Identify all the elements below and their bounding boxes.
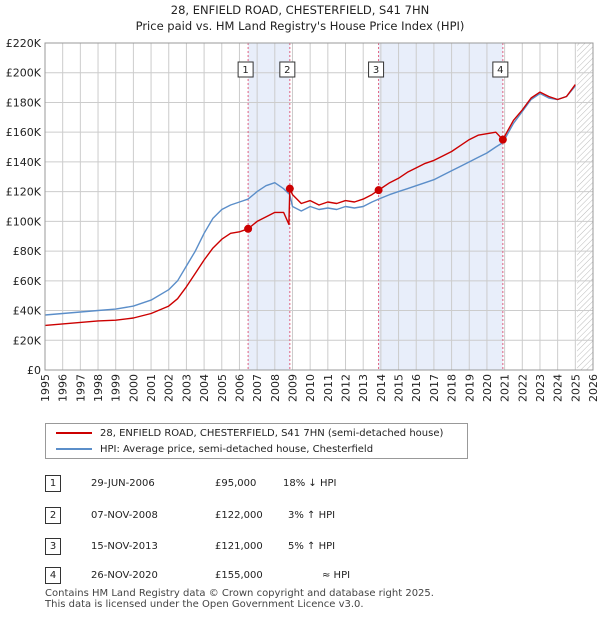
sale-hpi-relation: ≈ HPI bbox=[322, 570, 351, 581]
x-tick-label: 2005 bbox=[216, 374, 229, 402]
sale-number-badge: 2 bbox=[45, 507, 61, 524]
sale-number-badge: 3 bbox=[45, 538, 61, 555]
x-tick-label: 2000 bbox=[127, 374, 140, 402]
x-tick-label: 1996 bbox=[57, 374, 70, 402]
sale-number-badge: 4 bbox=[45, 567, 61, 584]
y-tick-label: £100K bbox=[6, 215, 42, 228]
sale-row: 2 07-NOV-2008 £122,000 3% ↑ HPI bbox=[45, 507, 385, 524]
x-tick-label: 2014 bbox=[375, 374, 388, 402]
sale-price: £155,000 bbox=[215, 570, 263, 581]
x-tick-label: 2015 bbox=[393, 374, 406, 402]
x-tick-label: 2007 bbox=[251, 374, 264, 402]
sale-number-box bbox=[492, 61, 509, 78]
y-tick-label: £80K bbox=[13, 245, 42, 258]
x-tick-label: 2004 bbox=[198, 374, 211, 402]
sale-point bbox=[285, 184, 294, 193]
x-tick-label: 2021 bbox=[499, 374, 512, 402]
x-tick-label: 2001 bbox=[145, 374, 158, 402]
y-tick-label: £180K bbox=[6, 96, 42, 109]
hpi-line bbox=[44, 85, 576, 316]
footer: Contains HM Land Registry data © Crown c… bbox=[45, 588, 434, 610]
sale-number-box bbox=[279, 61, 296, 78]
sale-row: 1 29-JUN-2006 £95,000 18% ↓ HPI bbox=[45, 475, 385, 492]
chart-subtitle: Price paid vs. HM Land Registry's House … bbox=[136, 19, 465, 33]
x-tick-label: 2022 bbox=[516, 374, 529, 402]
sale-number-label: 2 bbox=[284, 65, 290, 76]
x-tick-label: 2023 bbox=[534, 374, 547, 402]
x-tick-label: 2026 bbox=[587, 374, 600, 402]
sale-hpi-relation: 5% ↑ HPI bbox=[288, 541, 336, 552]
y-tick-label: £60K bbox=[13, 275, 42, 288]
x-tick-label: 1997 bbox=[74, 374, 87, 402]
sale-date: 15-NOV-2013 bbox=[91, 541, 158, 552]
x-tick-label: 2011 bbox=[322, 374, 335, 402]
sale-number-box bbox=[368, 61, 385, 78]
y-tick-label: £20K bbox=[13, 334, 42, 347]
x-tick-label: 2012 bbox=[340, 374, 353, 402]
y-tick-label: £40K bbox=[13, 305, 42, 318]
sale-price: £95,000 bbox=[215, 478, 257, 489]
y-tick-label: £0 bbox=[27, 364, 41, 377]
x-tick-label: 2002 bbox=[163, 374, 176, 402]
footer-licence: This data is licensed under the Open Gov… bbox=[45, 599, 364, 610]
x-tick-label: 1995 bbox=[39, 374, 52, 402]
plot-frame bbox=[44, 42, 594, 371]
sale-row: 4 26-NOV-2020 £155,000 ≈ HPI bbox=[45, 567, 385, 584]
x-tick-label: 2009 bbox=[286, 374, 299, 402]
x-tick-label: 2025 bbox=[569, 374, 582, 402]
sale-point bbox=[244, 224, 253, 233]
sale-number-label: 3 bbox=[373, 65, 379, 76]
y-tick-label: £160K bbox=[6, 126, 42, 139]
sale-price: £121,000 bbox=[215, 541, 263, 552]
x-tick-label: 1999 bbox=[110, 374, 123, 402]
x-tick-label: 1998 bbox=[92, 374, 105, 402]
sale-price: £122,000 bbox=[215, 510, 263, 521]
x-tick-label: 2013 bbox=[357, 374, 370, 402]
legend-swatch-property bbox=[56, 432, 92, 434]
chart-legend: 28, ENFIELD ROAD, CHESTERFIELD, S41 7HN … bbox=[45, 423, 468, 459]
sale-hpi-relation: 18% ↓ HPI bbox=[283, 478, 337, 489]
legend-label-hpi: HPI: Average price, semi-detached house,… bbox=[100, 444, 374, 455]
x-tick-label: 2003 bbox=[180, 374, 193, 402]
x-tick-label: 2020 bbox=[481, 374, 494, 402]
footer-copyright: Contains HM Land Registry data © Crown c… bbox=[45, 588, 434, 599]
sale-point bbox=[498, 135, 507, 144]
sale-hpi-relation: 3% ↑ HPI bbox=[288, 510, 336, 521]
x-tick-label: 2008 bbox=[269, 374, 282, 402]
sale-number-badge: 1 bbox=[45, 475, 61, 492]
sale-row: 3 15-NOV-2013 £121,000 5% ↑ HPI bbox=[45, 538, 385, 555]
x-tick-label: 2024 bbox=[552, 374, 565, 402]
y-tick-label: £140K bbox=[6, 156, 42, 169]
sale-number-label: 4 bbox=[497, 65, 503, 76]
sale-date: 26-NOV-2020 bbox=[91, 570, 158, 581]
x-tick-label: 2019 bbox=[463, 374, 476, 402]
x-tick-label: 2017 bbox=[428, 374, 441, 402]
y-tick-label: £220K bbox=[6, 37, 42, 50]
legend-item-hpi: HPI: Average price, semi-detached house,… bbox=[56, 442, 373, 458]
sale-date: 29-JUN-2006 bbox=[91, 478, 155, 489]
shaded-ownership-period bbox=[378, 43, 503, 370]
sale-number-box bbox=[237, 61, 254, 78]
x-tick-label: 2018 bbox=[446, 374, 459, 402]
chart-title: 28, ENFIELD ROAD, CHESTERFIELD, S41 7HN bbox=[171, 3, 429, 17]
x-tick-label: 2006 bbox=[233, 374, 246, 402]
y-tick-label: £120K bbox=[6, 186, 42, 199]
price-chart: 28, ENFIELD ROAD, CHESTERFIELD, S41 7HN … bbox=[6, 3, 600, 402]
legend-label-property: 28, ENFIELD ROAD, CHESTERFIELD, S41 7HN … bbox=[100, 428, 444, 439]
legend-swatch-hpi bbox=[56, 448, 92, 450]
sale-date: 07-NOV-2008 bbox=[91, 510, 158, 521]
legend-item-property: 28, ENFIELD ROAD, CHESTERFIELD, S41 7HN … bbox=[56, 426, 443, 442]
y-tick-label: £200K bbox=[6, 67, 42, 80]
x-tick-label: 2016 bbox=[410, 374, 423, 402]
shaded-ownership-period bbox=[248, 43, 290, 370]
future-hatch-region bbox=[577, 43, 593, 370]
x-tick-label: 2010 bbox=[304, 374, 317, 402]
sale-point bbox=[374, 186, 383, 195]
plot-area bbox=[45, 43, 593, 370]
sale-number-label: 1 bbox=[242, 65, 248, 76]
property-price-line bbox=[44, 84, 576, 327]
